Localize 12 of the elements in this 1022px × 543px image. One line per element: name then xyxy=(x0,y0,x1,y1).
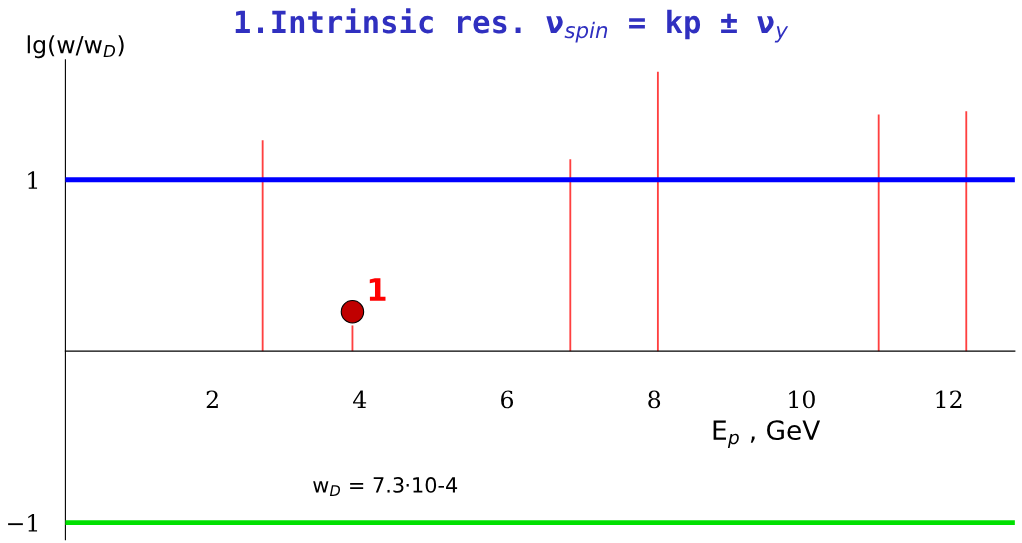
chart-title: 1.Intrinsic res. ν$_{spin}$ = kp ± ν$_{y}$ xyxy=(235,8,789,43)
x-tick-label: 4 xyxy=(353,390,367,408)
x-axis-title: E$_{p}$ , GeV xyxy=(713,420,821,448)
x-tick-label: 12 xyxy=(936,390,962,408)
x-tick-label: 2 xyxy=(206,390,218,408)
x-tick-label: 8 xyxy=(648,390,661,409)
y-tick-label: −1 xyxy=(8,514,38,532)
annotation: w$_{D}$ = 7.3·10-4 xyxy=(313,477,458,496)
y-axis-title: lg(w/w$_{D}$) xyxy=(27,35,124,59)
x-tick-label: 6 xyxy=(501,390,514,409)
x-tick-label: 10 xyxy=(789,390,815,409)
annotation: 1 xyxy=(369,278,386,301)
